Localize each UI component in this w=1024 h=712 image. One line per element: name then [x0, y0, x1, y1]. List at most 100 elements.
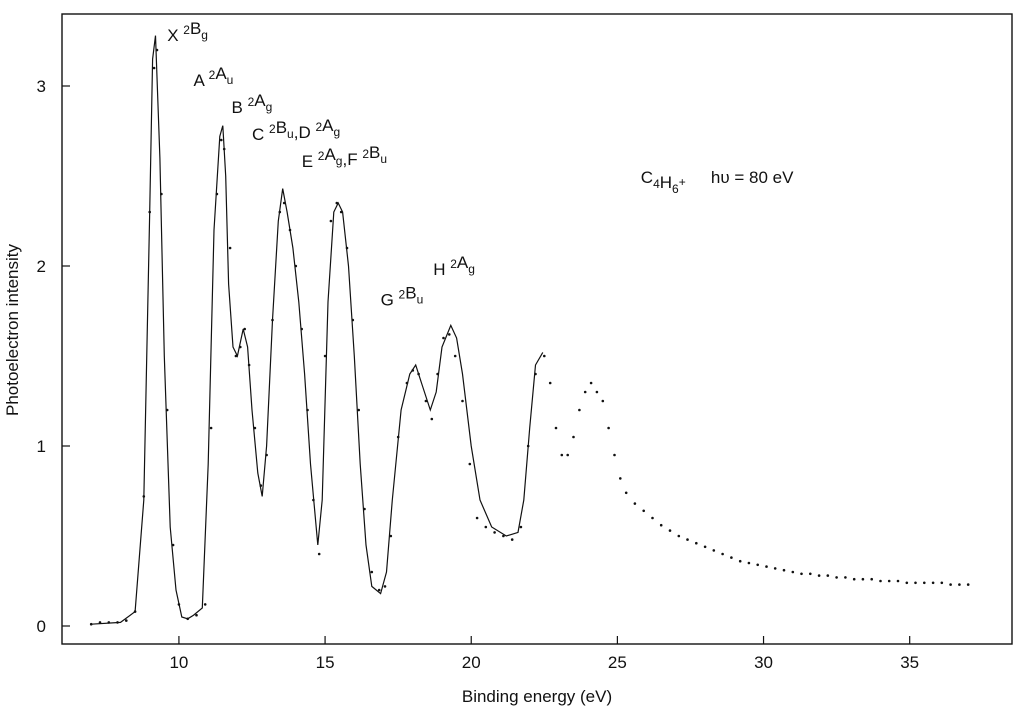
data-point	[526, 444, 530, 448]
data-point	[142, 495, 146, 498]
x-tick-label: 25	[608, 653, 627, 672]
data-point	[931, 581, 935, 585]
data-point	[879, 579, 882, 583]
data-point	[288, 228, 292, 232]
data-point	[826, 574, 830, 577]
annotation-a2au: A 2Au	[194, 64, 234, 90]
data-point	[300, 327, 304, 331]
data-point	[247, 363, 251, 367]
axis-ticks	[62, 85, 911, 644]
y-tick-label: 1	[37, 437, 46, 456]
data-point	[461, 399, 464, 403]
data-point	[668, 529, 672, 532]
data-point	[721, 552, 724, 556]
data-point	[659, 523, 663, 527]
data-point	[222, 147, 226, 151]
data-point	[756, 563, 759, 567]
data-point	[651, 516, 654, 520]
data-point	[253, 426, 257, 430]
annotation-e2ag-f2bu: E 2Ag,F 2Bu	[302, 143, 387, 171]
data-point	[152, 66, 156, 70]
data-point	[966, 583, 970, 586]
data-point	[317, 552, 321, 556]
data-point	[220, 138, 223, 142]
data-point	[148, 210, 151, 214]
data-point	[695, 541, 698, 545]
plot-frame	[61, 13, 1013, 645]
data-point	[133, 610, 137, 613]
data-point	[852, 577, 856, 581]
annotation-x2bg: X 2Bg	[167, 19, 208, 45]
data-point	[703, 545, 707, 549]
data-point	[98, 621, 102, 624]
data-point	[239, 345, 242, 349]
data-point	[712, 549, 716, 552]
x-axis-label: Binding energy (eV)	[462, 687, 612, 706]
data-point	[543, 354, 546, 358]
data-point	[259, 484, 263, 487]
data-point	[572, 435, 575, 439]
data-point	[306, 408, 309, 412]
data-point	[405, 381, 409, 385]
data-point	[809, 572, 812, 576]
axis-tick-labels: 10 15 20 25 30 35 0 1 2 3	[37, 77, 920, 672]
data-point	[339, 210, 343, 214]
data-point	[595, 390, 599, 394]
x-tick-label: 15	[316, 653, 335, 672]
y-tick-label: 2	[37, 257, 46, 276]
data-point	[773, 567, 777, 570]
data-point	[209, 426, 213, 430]
data-point	[560, 453, 564, 457]
data-point	[453, 354, 457, 358]
data-point	[730, 556, 733, 559]
data-point	[411, 369, 415, 372]
annotation-b2ag: B 2Ag	[232, 91, 273, 117]
data-point	[436, 372, 439, 376]
data-point	[914, 581, 917, 585]
annotation-hv: hυ = 80 eV	[711, 168, 794, 187]
data-point	[642, 509, 645, 513]
data-point	[186, 617, 189, 621]
data-point	[89, 622, 93, 626]
data-point	[155, 48, 159, 52]
data-point	[329, 219, 333, 223]
data-point	[738, 559, 742, 563]
data-point	[870, 577, 873, 581]
data-point	[677, 534, 681, 538]
data-point	[844, 576, 847, 579]
data-point	[583, 390, 587, 394]
data-point	[234, 354, 238, 358]
data-point	[613, 453, 616, 457]
data-point	[312, 498, 315, 502]
data-point	[215, 192, 219, 196]
annotation-c2bu-d2ag: C 2Bu,D 2Ag	[252, 116, 340, 144]
data-point	[601, 399, 605, 403]
data-point	[351, 318, 355, 322]
data-point	[554, 426, 558, 430]
data-point	[228, 246, 232, 250]
y-axis-label: Photoelectron intensity	[3, 244, 22, 416]
data-point	[370, 570, 374, 574]
data-point	[294, 264, 298, 268]
data-point	[203, 603, 207, 606]
data-point	[417, 372, 420, 376]
data-point	[589, 381, 593, 385]
data-point	[835, 576, 838, 579]
data-point	[958, 583, 961, 586]
data-point	[345, 246, 349, 250]
data-point	[548, 381, 552, 385]
annotation-c4h6: C4H6+	[641, 168, 686, 196]
data-point	[686, 538, 689, 541]
data-point	[116, 621, 119, 624]
data-point	[905, 581, 909, 585]
data-point	[619, 477, 622, 480]
data-point	[861, 577, 865, 581]
data-point	[160, 192, 163, 196]
data-point	[177, 603, 181, 606]
data-point	[747, 561, 751, 565]
data-point	[519, 525, 523, 529]
data-points	[89, 48, 970, 626]
data-point	[323, 354, 327, 358]
data-point	[125, 619, 128, 622]
data-point	[791, 570, 795, 574]
